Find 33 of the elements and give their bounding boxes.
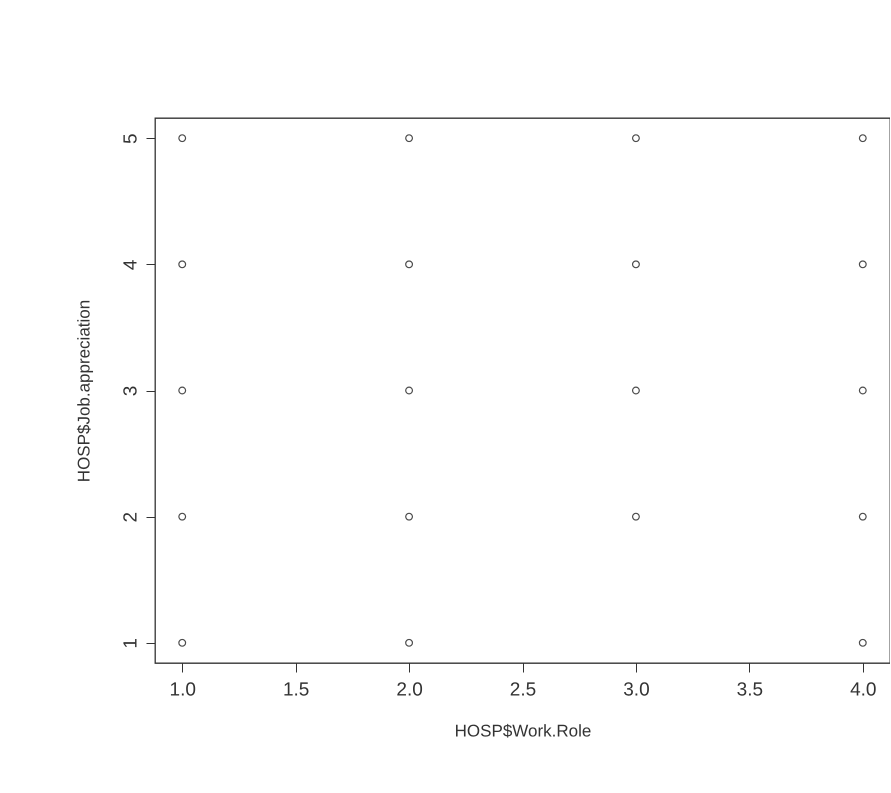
point: [858, 386, 867, 394]
point: [632, 512, 640, 521]
point: [632, 134, 640, 142]
x-tick-label: 2.5: [510, 680, 536, 700]
point: [405, 260, 414, 268]
point: [405, 134, 414, 142]
point: [405, 638, 414, 647]
point: [632, 260, 640, 268]
x-tick-label: 3.0: [623, 680, 650, 700]
point: [178, 134, 186, 142]
point: [405, 386, 414, 394]
point: [858, 638, 867, 647]
y-tick-label: 1: [120, 638, 142, 649]
x-tick-label: 1.5: [282, 680, 310, 700]
x-tick-label: 1.0: [170, 680, 196, 700]
point: [858, 512, 867, 521]
y-tick-label: 2: [120, 512, 142, 522]
x-tick-label: 2.0: [396, 680, 423, 700]
point: [405, 512, 414, 521]
point: [632, 386, 640, 394]
point: [858, 134, 867, 142]
x-axis-title: HOSP$Work.Role: [454, 722, 592, 740]
point: [178, 386, 186, 394]
point: [178, 260, 186, 268]
point: [858, 260, 867, 268]
x-tick-label: 4.0: [850, 680, 876, 700]
y-tick-label: 5: [120, 133, 142, 144]
y-tick-label: 3: [120, 386, 142, 396]
x-tick-label: 3.5: [736, 680, 764, 700]
y-tick-label: 4: [120, 259, 142, 270]
point: [178, 512, 186, 521]
point: [178, 638, 186, 647]
y-axis-title: HOSP$Job.appreciation: [74, 300, 94, 482]
